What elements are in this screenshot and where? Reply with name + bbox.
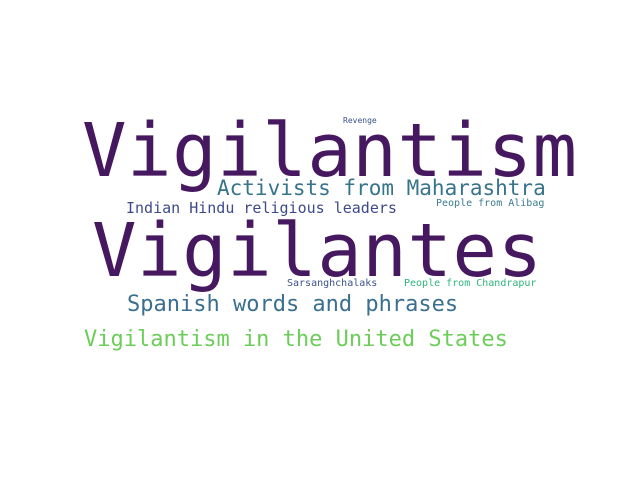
word-people-from-alibag: People from Alibag: [436, 198, 545, 209]
word-vigilantes: Vigilantes: [92, 208, 543, 294]
word-revenge: Revenge: [343, 116, 377, 125]
word-spanish-words-and-phrases: Spanish words and phrases: [127, 292, 459, 317]
word-indian-hindu-religious-leaders: Indian Hindu religious leaders: [126, 199, 397, 217]
word-vigilantism: Vigilantism: [82, 108, 578, 194]
word-activists-from-maharashtra: Activists from Maharashtra: [217, 176, 546, 200]
word-people-from-chandrapur: People from Chandrapur: [404, 278, 537, 289]
word-sarsanghchalaks: Sarsanghchalaks: [287, 278, 378, 289]
word-vigilantism-in-the-united-states: Vigilantism in the United States: [84, 327, 508, 352]
